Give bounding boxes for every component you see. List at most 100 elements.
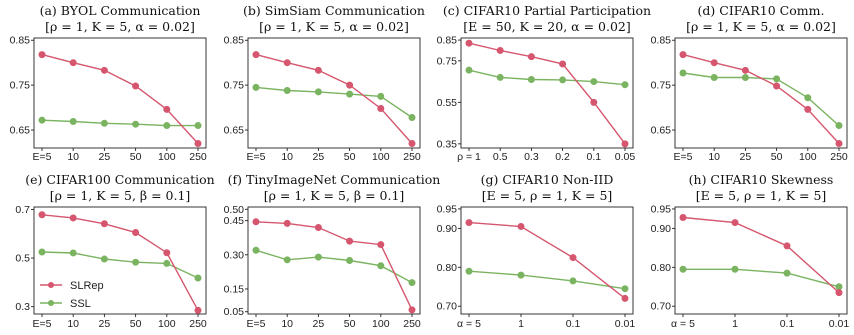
data-point-slrep bbox=[590, 98, 598, 106]
data-point-ssl bbox=[804, 94, 812, 102]
chart-title: (c) CIFAR10 Partial Participation bbox=[443, 3, 651, 18]
chart-subtitle: [E = 50, K = 20, α = 0.02] bbox=[463, 19, 630, 34]
chart-title: (f) TinyImageNet Communication bbox=[228, 172, 441, 187]
chart-subtitle: [ρ = 1, K = 5, α = 0.02] bbox=[686, 19, 836, 34]
data-point-ssl bbox=[496, 73, 504, 81]
data-point-ssl bbox=[346, 90, 354, 98]
plot-frame bbox=[247, 206, 421, 315]
data-point-slrep bbox=[100, 220, 108, 228]
legend-label-slrep: SLRep bbox=[70, 280, 104, 292]
data-point-slrep bbox=[163, 105, 171, 113]
x-tick-label: 25 bbox=[740, 151, 752, 163]
data-point-ssl bbox=[741, 74, 749, 82]
y-tick-label: 0.85 bbox=[437, 35, 458, 47]
data-point-ssl bbox=[283, 256, 291, 264]
y-tick-label: 0.35 bbox=[437, 138, 458, 150]
y-tick-label: 0.5 bbox=[15, 253, 30, 265]
chart-panel-3: (d) CIFAR10 Comm.[ρ = 1, K = 5, α = 0.02… bbox=[651, 3, 848, 163]
plot-frame bbox=[460, 37, 634, 149]
x-tick-label: 50 bbox=[344, 151, 356, 163]
data-point-ssl bbox=[377, 92, 385, 100]
series-line-slrep bbox=[682, 53, 840, 144]
x-tick-label: 25 bbox=[99, 318, 111, 330]
y-tick-label: 0.45 bbox=[224, 215, 245, 227]
data-point-slrep bbox=[408, 306, 416, 314]
chart-panel-7: (h) CIFAR10 Skewness[E = 5, ρ = 1, K = 5… bbox=[651, 172, 850, 330]
y-tick-label: 0.15 bbox=[224, 283, 245, 295]
x-tick-label: 50 bbox=[771, 151, 783, 163]
data-point-ssl bbox=[69, 249, 77, 257]
y-tick-label: 0.85 bbox=[651, 35, 672, 47]
plot-frame bbox=[460, 206, 634, 315]
legend-marker-slrep bbox=[48, 282, 54, 288]
data-point-ssl bbox=[408, 279, 416, 287]
chart-panel-4: (e) CIFAR100 Communication[ρ = 1, K = 5,… bbox=[15, 172, 214, 330]
y-tick-label: 0.90 bbox=[437, 223, 458, 235]
y-tick-label: 0.7 bbox=[15, 204, 30, 216]
legend-marker-ssl bbox=[48, 300, 54, 306]
chart-subtitle: [E = 5, ρ = 1, K = 5] bbox=[696, 188, 827, 203]
data-point-slrep bbox=[783, 242, 791, 250]
series-line-slrep bbox=[255, 221, 413, 311]
x-tick-label: 25 bbox=[313, 318, 325, 330]
data-point-slrep bbox=[496, 46, 504, 54]
chart-subtitle: [E = 5, ρ = 1, K = 5] bbox=[482, 188, 613, 203]
chart-title: (a) BYOL Communication bbox=[40, 3, 201, 18]
x-tick-label: 0.01 bbox=[615, 318, 636, 330]
chart-title: (g) CIFAR10 Non-IID bbox=[481, 172, 614, 187]
data-point-ssl bbox=[163, 122, 171, 130]
data-point-slrep bbox=[38, 211, 46, 219]
x-tick-label: E=5 bbox=[247, 151, 266, 163]
data-point-slrep bbox=[731, 219, 739, 227]
data-point-slrep bbox=[283, 59, 291, 67]
data-point-slrep bbox=[527, 53, 535, 61]
chart-panel-2: (c) CIFAR10 Partial Participation[E = 50… bbox=[437, 3, 652, 163]
data-point-ssl bbox=[679, 265, 687, 273]
x-tick-label: 10 bbox=[67, 318, 79, 330]
data-point-ssl bbox=[283, 87, 291, 95]
data-point-slrep bbox=[804, 105, 812, 113]
x-tick-label: 50 bbox=[130, 318, 142, 330]
data-point-slrep bbox=[314, 66, 322, 74]
series-line-slrep bbox=[468, 42, 626, 145]
data-point-ssl bbox=[590, 78, 598, 86]
data-point-ssl bbox=[252, 246, 260, 254]
x-tick-label: 0.01 bbox=[829, 318, 850, 330]
chart-subtitle: [ρ = 1, K = 5, β = 0.1] bbox=[264, 188, 405, 203]
data-point-slrep bbox=[194, 306, 202, 314]
x-tick-label: 100 bbox=[372, 151, 390, 163]
data-point-ssl bbox=[100, 255, 108, 263]
x-tick-label: 250 bbox=[403, 151, 421, 163]
series-line-slrep bbox=[41, 53, 199, 144]
data-point-slrep bbox=[346, 81, 354, 89]
x-tick-label: 0.1 bbox=[780, 318, 795, 330]
x-tick-label: 25 bbox=[99, 151, 111, 163]
y-tick-label: 0.95 bbox=[651, 203, 672, 215]
series-line-ssl bbox=[255, 86, 413, 119]
x-tick-label: 250 bbox=[830, 151, 848, 163]
data-point-ssl bbox=[38, 116, 46, 124]
x-tick-label: 10 bbox=[281, 151, 293, 163]
data-point-slrep bbox=[194, 140, 202, 148]
x-tick-label: 0.3 bbox=[524, 151, 539, 163]
data-point-slrep bbox=[132, 229, 140, 237]
legend-label-ssl: SSL bbox=[70, 298, 91, 310]
data-point-slrep bbox=[710, 59, 718, 67]
data-point-ssl bbox=[408, 113, 416, 121]
x-tick-label: 0.5 bbox=[493, 151, 508, 163]
data-point-slrep bbox=[773, 82, 781, 90]
x-tick-label: ρ = 1 bbox=[457, 151, 481, 163]
data-point-slrep bbox=[679, 51, 687, 59]
data-point-ssl bbox=[69, 118, 77, 126]
x-tick-label: 25 bbox=[313, 151, 325, 163]
x-tick-label: 10 bbox=[708, 151, 720, 163]
data-point-slrep bbox=[465, 39, 473, 47]
y-tick-label: 0.3 bbox=[15, 301, 30, 313]
series-line-slrep bbox=[682, 216, 840, 294]
plot-frame bbox=[674, 37, 848, 149]
data-point-ssl bbox=[194, 122, 202, 130]
y-tick-label: 0.50 bbox=[224, 204, 245, 216]
y-tick-label: 0.30 bbox=[224, 249, 245, 261]
x-tick-label: E=5 bbox=[674, 151, 693, 163]
x-tick-label: E=5 bbox=[33, 318, 52, 330]
